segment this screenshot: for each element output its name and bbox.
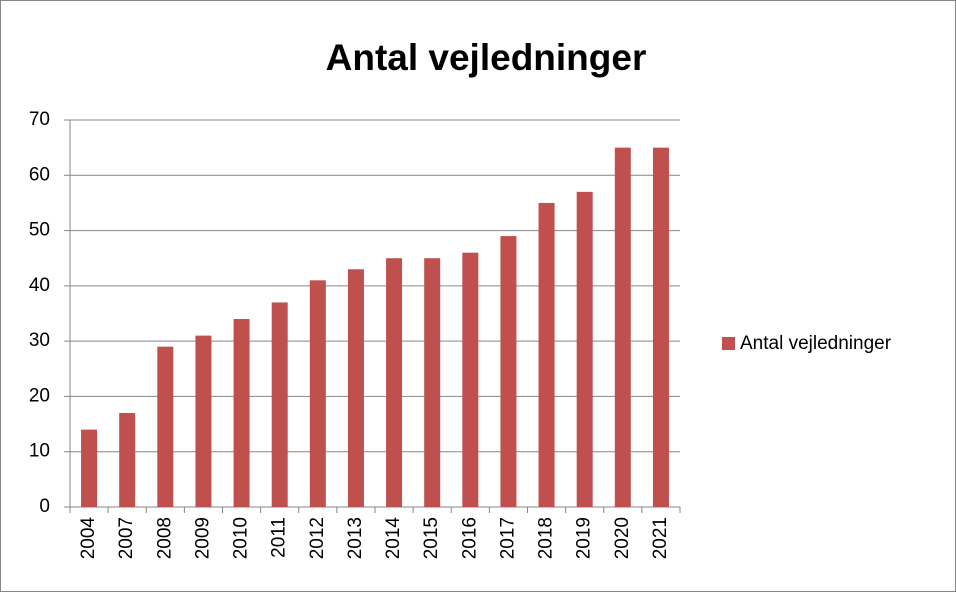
y-tick-label: 50 [29, 220, 50, 241]
bar [576, 191, 593, 507]
bar [81, 429, 98, 507]
y-tick-label: 10 [29, 441, 50, 462]
bar [538, 202, 555, 507]
bar [652, 147, 669, 507]
x-tick-label: 2007 [116, 517, 137, 559]
y-tick-label: 60 [29, 164, 50, 185]
bar [195, 335, 212, 507]
y-tick-label: 40 [29, 275, 50, 296]
x-tick-label: 2020 [612, 517, 633, 559]
x-tick-label: 2017 [497, 517, 518, 559]
bar [309, 280, 326, 507]
bar [614, 147, 631, 507]
x-tick-label: 2016 [459, 517, 480, 559]
chart-title: Antal vejledninger [326, 37, 647, 78]
x-tick-label: 2009 [192, 517, 213, 559]
x-tick-label: 2019 [574, 517, 595, 559]
bar [500, 236, 517, 507]
x-tick-label: 2013 [345, 517, 366, 559]
bar [462, 252, 479, 507]
bar [119, 413, 136, 507]
bar [347, 269, 364, 507]
x-tick-label: 2004 [78, 517, 99, 560]
bar [271, 302, 288, 507]
bar [386, 258, 403, 507]
x-tick-label: 2008 [154, 517, 175, 559]
bar [424, 258, 441, 507]
x-tick-label: 2014 [383, 517, 404, 560]
y-tick-label: 20 [29, 385, 50, 406]
bar [157, 346, 174, 507]
x-tick-label: 2021 [650, 517, 671, 559]
x-tick-label: 2015 [421, 517, 442, 559]
bar [233, 319, 250, 507]
x-tick-label: 2012 [307, 517, 328, 559]
x-tick-label: 2018 [536, 517, 557, 559]
y-tick-label: 30 [29, 330, 50, 351]
x-tick-label: 2010 [231, 517, 252, 559]
x-tick-label: 2011 [269, 517, 290, 558]
y-tick-label: 0 [39, 496, 50, 517]
legend-label: Antal vejledninger [740, 333, 892, 354]
y-tick-label: 70 [29, 109, 50, 130]
legend-swatch [722, 337, 735, 350]
